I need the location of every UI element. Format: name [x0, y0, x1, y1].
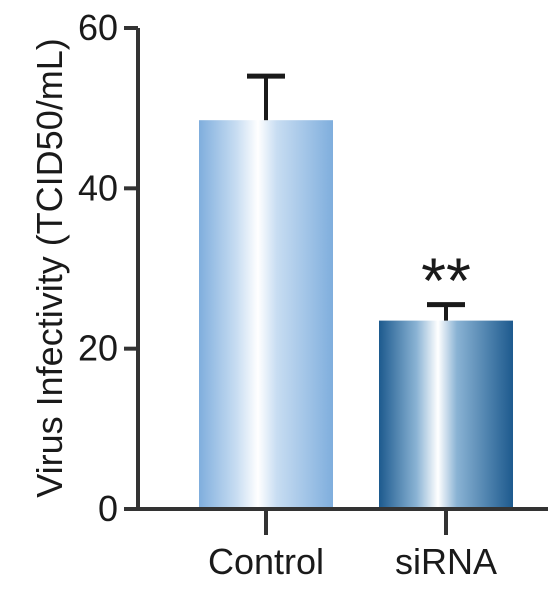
y-tick-label: 40: [78, 167, 118, 208]
x-ticks: Control siRNA: [208, 509, 497, 582]
x-tick-label-sirna: siRNA: [395, 541, 497, 582]
y-axis-title: Virus Infectivity (TCID50/mL): [29, 38, 70, 497]
y-tick-label: 60: [78, 7, 118, 48]
bar-control: [199, 120, 333, 510]
error-bars-layer: [247, 73, 465, 321]
y-ticks: 0 20 40 60: [78, 7, 138, 529]
bars-layer: [199, 120, 513, 510]
significance-labels: **: [421, 245, 471, 317]
significance-label-sirna: **: [421, 245, 471, 317]
y-tick-label: 0: [98, 488, 118, 529]
y-tick-label: 20: [78, 328, 118, 369]
x-tick-label-control: Control: [208, 541, 324, 582]
bar-sirna: [379, 320, 513, 509]
